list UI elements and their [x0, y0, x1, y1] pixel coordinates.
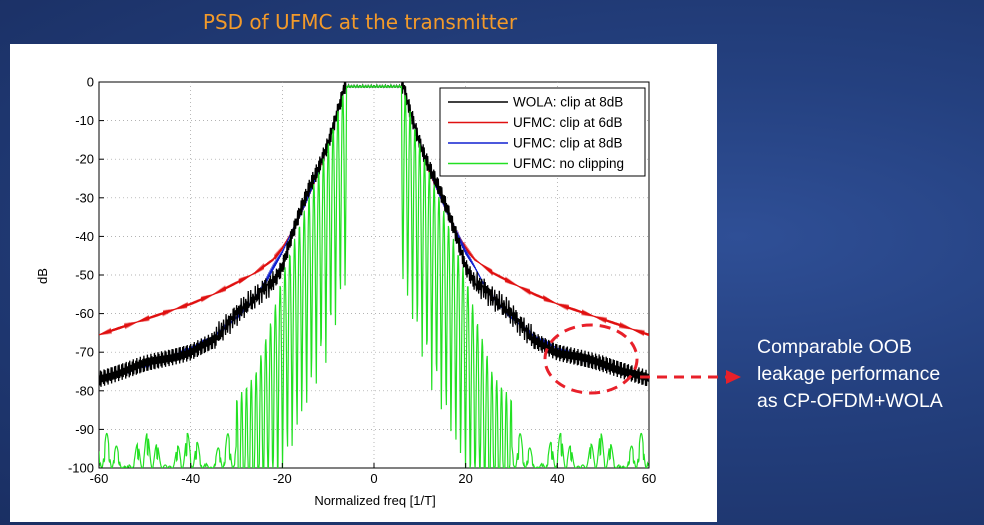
y-axis-label: dB	[35, 268, 50, 284]
axis-ticks: -60 -40 -20 0 20 40 60 0 -10 -20 -30 -40 -50 -60 -70 -8…	[68, 75, 656, 487]
y-tick-label: -20	[75, 152, 94, 167]
y-tick-label: -100	[68, 461, 94, 476]
y-tick-label: -90	[75, 422, 94, 437]
legend-label: UFMC: no clipping	[513, 156, 624, 171]
legend-label: WOLA: clip at 8dB	[513, 95, 623, 110]
plot-panel: -60 -40 -20 0 20 40 60 0 -10 -20 -30 -40 -50 -60 -70 -8…	[10, 44, 717, 522]
x-tick-label: -20	[273, 471, 292, 486]
x-axis-label: Normalized freq [1/T]	[314, 493, 435, 508]
x-tick-label: 60	[642, 471, 656, 486]
x-tick-label: 20	[458, 471, 472, 486]
callout-line-2: leakage performance	[757, 363, 941, 385]
legend: WOLA: clip at 8dB UFMC: clip at 6dB UFMC: …	[439, 87, 646, 177]
x-tick-label: 40	[550, 471, 564, 486]
y-tick-label: -40	[75, 229, 94, 244]
y-tick-label: -10	[75, 113, 94, 128]
legend-label: UFMC: clip at 8dB	[513, 136, 623, 151]
x-tick-label: -40	[181, 471, 200, 486]
psd-chart: -60 -40 -20 0 20 40 60 0 -10 -20 -30 -40 -50 -60 -70 -8…	[35, 75, 656, 509]
x-tick-label: -60	[90, 471, 109, 486]
y-tick-label: 0	[87, 75, 94, 90]
y-tick-label: -50	[75, 268, 94, 283]
callout-text: Comparable OOB leakage performance as CP…	[757, 334, 984, 415]
y-tick-label: -60	[75, 306, 94, 321]
legend-label: UFMC: clip at 6dB	[513, 115, 623, 130]
y-tick-label: -30	[75, 190, 94, 205]
annotation-arrowhead	[726, 370, 741, 384]
slide-title: PSD of UFMC at the transmitter	[202, 10, 518, 34]
callout-line-1: Comparable OOB	[757, 336, 912, 358]
x-tick-label: 0	[370, 471, 377, 486]
y-tick-label: -70	[75, 345, 94, 360]
callout-line-3: as CP-OFDM+WOLA	[757, 390, 943, 412]
y-tick-label: -80	[75, 383, 94, 398]
